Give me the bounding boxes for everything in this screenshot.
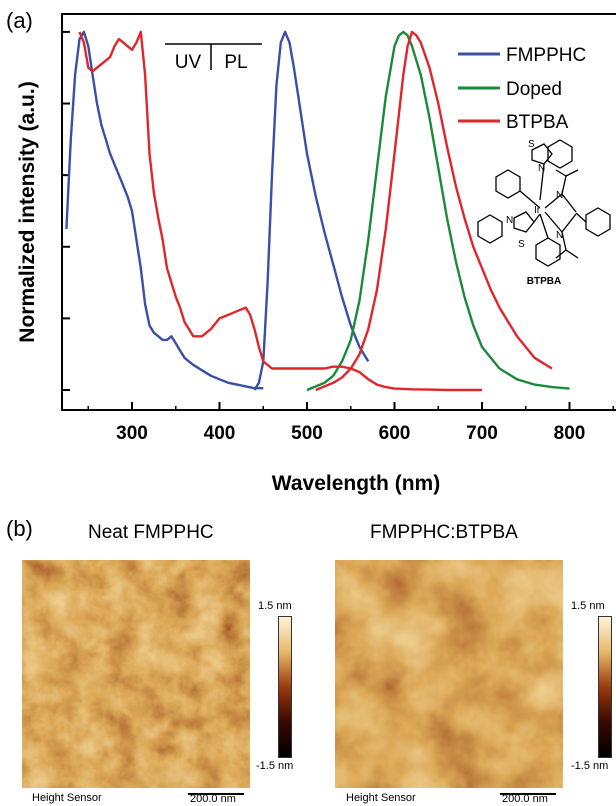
afm-image-blend [335,560,563,788]
pl-label: PL [224,52,247,73]
btpba-structure-atoms: S N Ir N S N N [506,139,563,250]
btpba-structure-drawing [477,139,611,267]
scale-bar-label-blend: 200.0 nm [502,793,548,805]
svg-text:Ir: Ir [534,205,541,216]
svg-text:N: N [506,215,513,226]
x-tick-label-700: 700 [466,423,498,444]
series-line-btpba-3 [78,30,482,392]
y-axis-label: Normalized intensity (a.u.) [16,81,39,342]
x-tick-label-800: 800 [554,423,586,444]
colorbar-max-blend: 1.5 nm [571,600,605,612]
spectra-chart: 300 400 500 600 700 800 Wavelength (nm) Norma… [16,13,616,495]
x-tick-label-600: 600 [379,423,411,444]
colorbar-min-blend: -1.5 nm [571,760,609,772]
legend-label-fmpphc: FMPPHC [506,45,586,66]
series-line-btpba-4 [315,30,553,392]
footer-height-sensor-neat: Height Sensor [32,792,102,804]
svg-text:N: N [538,163,545,174]
x-axis-label: Wavelength (nm) [272,472,440,495]
afm-image-neat [22,560,250,788]
svg-text:N: N [556,190,563,201]
x-tick-label-500: 500 [291,423,323,444]
uv-label: UV [175,52,202,73]
legend-label-btpba: BTPBA [506,112,569,133]
series-group [65,30,570,392]
footer-height-sensor-blend: Height Sensor [346,792,416,804]
panel-a-label: (a) [6,8,33,33]
legend: FMPPHC Doped BTPBA [458,45,586,133]
afm-title-blend: FMPPHC:BTPBA [370,522,518,543]
svg-text:N: N [556,230,563,241]
x-tick-label-400: 400 [204,423,236,444]
colorbar-min-neat: -1.5 nm [256,760,294,772]
legend-label-doped: Doped [506,79,562,100]
scale-bar-label-neat: 200.0 nm [190,793,236,805]
plot-frame [61,13,616,411]
panel-b-label: (b) [6,516,33,541]
series-line-fmpphc-1 [253,30,370,391]
colorbar-blend [598,616,612,758]
afm-title-neat: Neat FMPPHC [88,522,214,543]
x-tick-label-300: 300 [116,423,148,444]
scale-bar-blend [500,793,556,795]
axis-ticks: 300 400 500 600 700 800 [62,30,614,444]
svg-text:S: S [518,239,525,250]
structure-label: BTPBA [527,276,561,287]
colorbar-neat [278,616,292,758]
uv-pl-annotation: UV PL [165,43,262,73]
series-line-fmpphc-0 [65,30,264,390]
svg-text:S: S [528,139,535,150]
colorbar-max-neat: 1.5 nm [258,600,292,612]
scale-bar-neat [188,793,244,795]
